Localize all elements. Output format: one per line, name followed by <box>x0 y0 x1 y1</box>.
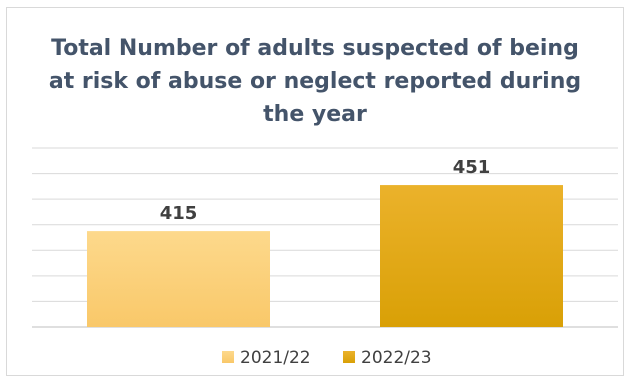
data-label-2021-22: 415 <box>160 203 198 224</box>
data-label-2022-23: 451 <box>453 157 491 178</box>
bars <box>87 185 563 327</box>
chart-title-line-3: the year <box>263 102 367 127</box>
legend-swatch-2021-22 <box>222 351 234 363</box>
legend: 2021/22 2022/23 <box>222 348 432 368</box>
data-labels: 415 451 <box>160 157 491 224</box>
chart-title-line-2: at risk of abuse or neglect reported dur… <box>48 69 582 94</box>
bar-2021-22 <box>87 231 270 327</box>
legend-label-2022-23: 2022/23 <box>361 348 432 368</box>
bar-2022-23 <box>380 185 563 327</box>
legend-swatch-2022-23 <box>343 351 355 363</box>
legend-label-2021-22: 2021/22 <box>240 348 311 368</box>
chart-title-line-1: Total Number of adults suspected of bein… <box>51 36 579 61</box>
chart-title: Total Number of adults suspected of bein… <box>6 32 624 131</box>
